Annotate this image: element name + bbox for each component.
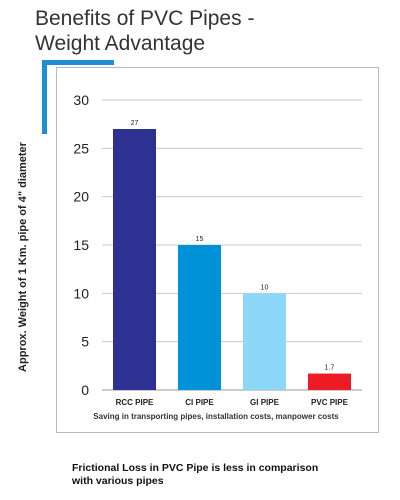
x-category-label: RCC PIPE xyxy=(116,398,154,407)
x-category-label: CI PIPE xyxy=(185,398,214,407)
y-tick-label: 25 xyxy=(73,140,89,156)
accent-bar-horizontal xyxy=(42,60,114,65)
x-category-label: PVC PIPE xyxy=(311,398,349,407)
caption-line-2: with various pipes xyxy=(72,475,164,487)
data-label: 1.7 xyxy=(325,365,335,372)
y-tick-label: 15 xyxy=(73,237,89,253)
chart-title: Benefits of PVC Pipes - Weight Advantage xyxy=(35,6,375,56)
chart-title-line-2: Weight Advantage xyxy=(35,32,206,55)
y-tick-label: 5 xyxy=(81,334,89,350)
frictional-loss-caption: Frictional Loss in PVC Pipe is less in c… xyxy=(72,462,372,488)
x-category-label: GI PIPE xyxy=(250,398,280,407)
data-label: 27 xyxy=(131,120,139,127)
y-tick-label: 0 xyxy=(81,382,89,398)
accent-bar-vertical xyxy=(42,60,47,134)
data-label: 10 xyxy=(261,284,269,291)
bar-rcc-pipe xyxy=(113,129,156,390)
saving-note: Saving in transporting pipes, installati… xyxy=(93,412,339,421)
caption-line-1: Frictional Loss in PVC Pipe is less in c… xyxy=(72,462,319,474)
chart-title-line-1: Benefits of PVC Pipes - xyxy=(35,7,255,30)
y-tick-label: 10 xyxy=(73,285,89,301)
data-label: 15 xyxy=(196,236,204,243)
bar-pvc-pipe xyxy=(308,373,351,390)
bar-gi-pipe xyxy=(243,293,286,390)
y-tick-label: 20 xyxy=(73,189,89,205)
bar-ci-pipe xyxy=(178,245,221,390)
y-tick-label: 30 xyxy=(73,92,89,108)
